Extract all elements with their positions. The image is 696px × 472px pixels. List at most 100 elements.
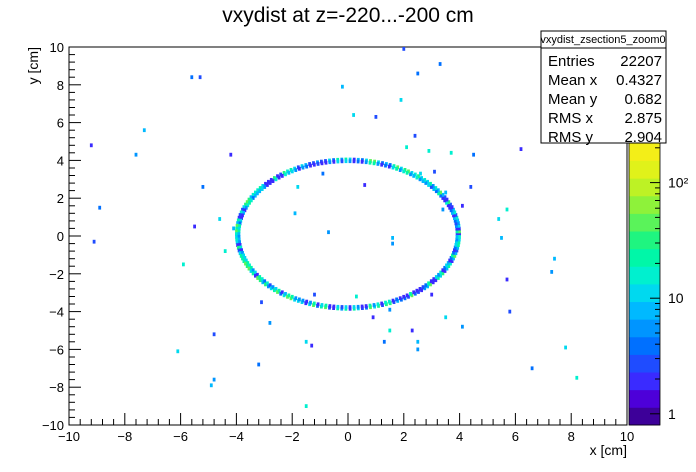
heatmap-cell <box>452 250 455 255</box>
heatmap-cell <box>238 213 242 217</box>
heatmap-cell <box>229 152 233 157</box>
heatmap-cell <box>235 223 239 228</box>
heatmap-cell <box>332 304 336 309</box>
heatmap-cell <box>244 205 248 210</box>
heatmap-cell <box>316 302 320 307</box>
heatmap-cell <box>439 193 443 198</box>
heatmap-cell <box>284 172 287 177</box>
heatmap-cell <box>413 133 417 138</box>
heatmap-cell <box>447 200 451 204</box>
heatmap-cell <box>399 98 403 102</box>
heatmap-cell <box>287 170 291 175</box>
heatmap-cell <box>248 200 251 205</box>
heatmap-cell <box>441 268 445 273</box>
heatmap-cell <box>244 258 248 263</box>
heatmap-cell <box>279 172 283 177</box>
heatmap-cell <box>398 168 402 172</box>
heatmap-cell <box>452 207 455 212</box>
heatmap-cell <box>237 232 241 236</box>
heatmap-cell <box>344 305 348 309</box>
heatmap-cell <box>309 163 312 168</box>
heatmap-cell <box>261 184 265 188</box>
heatmap-cell <box>453 248 456 253</box>
heatmap-cell <box>438 62 442 66</box>
stats-label: RMS y <box>548 129 594 146</box>
heatmap-cell <box>305 164 309 169</box>
heatmap-cell <box>448 258 452 263</box>
heatmap-cell <box>268 321 272 325</box>
heatmap-cell <box>368 160 372 165</box>
heatmap-cell <box>245 264 249 268</box>
heatmap-cell <box>273 288 276 293</box>
heatmap-cell <box>445 263 448 268</box>
heatmap-cell <box>455 237 459 242</box>
heatmap-cell <box>455 229 459 234</box>
heatmap-cell <box>267 179 270 184</box>
heatmap-cell <box>212 377 216 382</box>
heatmap-cell <box>412 290 416 295</box>
heatmap-cell <box>457 237 461 242</box>
heatmap-cell <box>263 279 267 284</box>
heatmap-cell <box>423 286 427 291</box>
heatmap-cell <box>271 179 275 183</box>
x-tick-label: 8 <box>568 429 575 444</box>
heatmap-cell <box>237 226 241 231</box>
y-tick-label: 6 <box>57 116 64 131</box>
heatmap-cell <box>356 159 360 164</box>
heatmap-cell <box>453 218 457 223</box>
heatmap-cell <box>434 275 438 279</box>
x-tick-label: −4 <box>229 429 244 444</box>
y-tick-label: −2 <box>49 267 64 282</box>
heatmap-cell <box>452 213 455 218</box>
heatmap-cell <box>239 245 243 250</box>
y-tick-label: 0 <box>57 229 64 244</box>
heatmap-cell <box>321 171 325 176</box>
heatmap-cell <box>424 283 428 288</box>
heatmap-cell <box>372 303 376 307</box>
heatmap-cell <box>305 299 309 304</box>
heatmap-cell <box>443 198 447 203</box>
heatmap-cell <box>269 178 273 182</box>
heatmap-cell <box>429 185 433 189</box>
heatmap-cell <box>391 236 394 240</box>
heatmap-cell <box>269 286 273 291</box>
stats-label: RMS x <box>548 110 594 127</box>
heatmap-cell <box>451 211 454 215</box>
heatmap-cell <box>223 249 227 253</box>
heatmap-cell <box>251 196 255 200</box>
heatmap-cell <box>418 287 422 291</box>
heatmap-cell <box>472 152 475 157</box>
heatmap-cell <box>372 161 376 166</box>
heatmap-cell <box>243 256 247 260</box>
heatmap-cell <box>238 240 241 245</box>
heatmap-cell <box>451 253 454 258</box>
heatmap-cell <box>235 232 238 236</box>
heatmap-cell <box>457 226 461 231</box>
heatmap-cell <box>239 210 243 215</box>
heatmap-cell <box>429 282 432 287</box>
heatmap-cell <box>564 345 567 350</box>
heatmap-cell <box>266 281 269 286</box>
heatmap-cell <box>426 284 429 289</box>
heatmap-cell <box>253 193 257 198</box>
heatmap-cell <box>439 270 443 275</box>
heatmap-cell <box>448 205 452 210</box>
heatmap-cell <box>449 208 453 213</box>
heatmap-cell <box>443 269 447 273</box>
heatmap-cell <box>439 273 442 278</box>
color-scale-swatch <box>629 143 660 162</box>
y-axis-ticks: −10 −8 −6 −4 −2 0 2 4 6 8 10 <box>42 40 81 433</box>
heatmap-cell <box>309 300 312 305</box>
heatmap-cell <box>290 169 294 174</box>
y-tick-label: −8 <box>49 380 64 395</box>
x-tick-label: 0 <box>344 429 351 444</box>
y-tick-label: −4 <box>49 305 64 320</box>
heatmap-cell <box>431 184 435 188</box>
heatmap-cell <box>382 339 386 344</box>
heatmap-cell <box>391 241 394 246</box>
heatmap-cell <box>258 189 262 194</box>
heatmap-cell <box>267 284 270 289</box>
heatmap-cell <box>409 172 412 177</box>
heatmap-cell <box>251 268 255 273</box>
